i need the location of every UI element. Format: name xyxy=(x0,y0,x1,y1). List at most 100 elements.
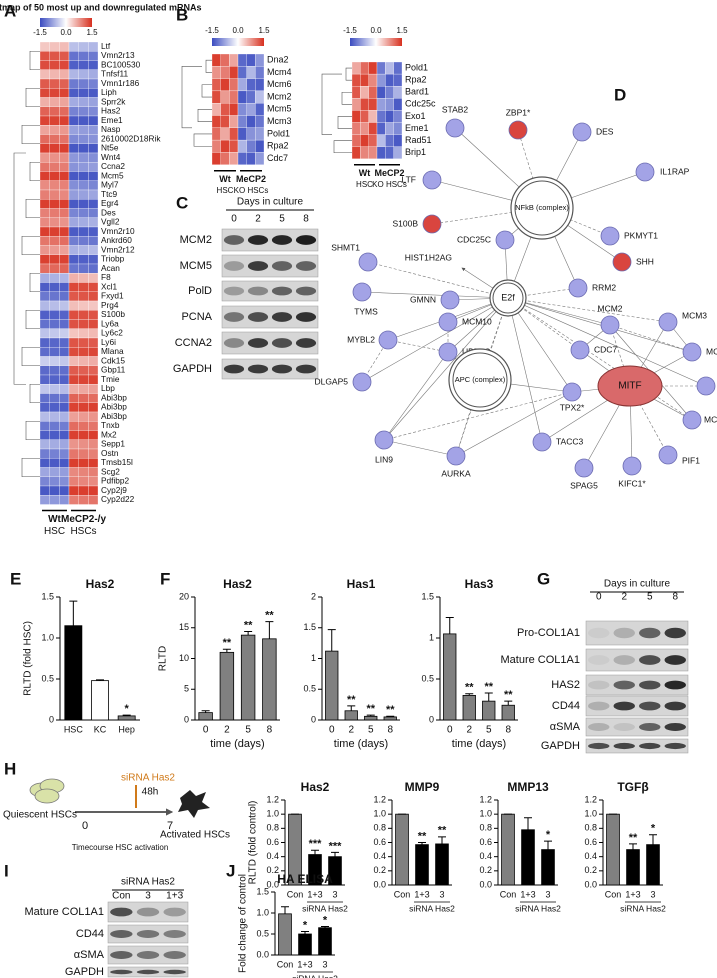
lane-label: 8 xyxy=(672,592,678,603)
heatmap-cell xyxy=(78,319,89,329)
heatmap-cell xyxy=(385,146,394,159)
heatmap-cell xyxy=(39,254,50,265)
heatmap-cell xyxy=(88,384,99,394)
blot-band xyxy=(223,286,245,296)
heatmap-cell xyxy=(88,282,99,292)
heatmap-cell xyxy=(39,347,50,357)
gene-node xyxy=(352,282,372,302)
blot-label: Mature COL1A1 xyxy=(25,906,104,918)
heatmap-cell xyxy=(49,448,60,459)
heatmap-cell xyxy=(68,411,79,422)
heatmap-cell xyxy=(49,485,60,496)
heatmap-cell xyxy=(211,66,221,79)
blot-band xyxy=(110,969,133,975)
heatmap-cell xyxy=(78,282,89,292)
heatmap-cell xyxy=(78,69,89,80)
heatmap-cell xyxy=(255,115,265,128)
heatmap-cell xyxy=(360,86,369,99)
gene-label: Ltf xyxy=(101,41,111,51)
panel-label: A xyxy=(4,1,16,20)
panel-label: E xyxy=(10,569,21,588)
heatmap-cell xyxy=(211,90,221,104)
chart-title: Has2 xyxy=(301,780,330,794)
significance-label: * xyxy=(651,823,656,835)
blot-band xyxy=(110,907,133,917)
heatmap-cell xyxy=(49,384,60,394)
error-bar xyxy=(649,834,657,845)
heatmap-cell xyxy=(88,217,99,228)
colorbar-label: -1.5 xyxy=(33,28,47,37)
heatmap-cell xyxy=(68,263,79,274)
heatmap-cell xyxy=(229,139,239,153)
cell-icon xyxy=(34,788,60,804)
error-bar xyxy=(327,629,336,652)
y-axis-label: RLTD (fold HSC) xyxy=(23,621,34,696)
heatmap-cell xyxy=(49,217,60,228)
gene-label: Myl7 xyxy=(101,180,119,190)
heatmap-cell xyxy=(39,180,50,191)
heatmap-cell xyxy=(49,60,60,70)
heatmap-cell xyxy=(78,384,89,394)
heatmap-cell xyxy=(360,61,369,75)
heatmap-cell xyxy=(88,106,99,117)
heatmap-cell xyxy=(68,337,79,348)
heatmap-cell xyxy=(68,180,79,191)
heatmap-cell xyxy=(59,171,70,181)
heatmap-cell xyxy=(237,103,247,116)
heatmap-cell xyxy=(78,88,89,98)
blot-band xyxy=(136,951,160,959)
group-label: HSC xyxy=(217,186,234,195)
error-bar xyxy=(544,840,552,850)
heatmap-cell xyxy=(393,134,403,147)
heatmap-cell xyxy=(59,402,70,413)
heatmap-cell xyxy=(220,127,230,141)
gene-node xyxy=(612,252,632,272)
blot-strip xyxy=(585,648,689,672)
heatmap-cell xyxy=(255,103,265,116)
blot-band xyxy=(639,723,661,731)
heatmap-cell xyxy=(229,78,239,92)
heatmap-cell xyxy=(68,439,79,450)
blot-band xyxy=(664,655,686,665)
heatmap-cell xyxy=(78,97,89,107)
significance-label: * xyxy=(125,703,130,715)
heatmap-cell xyxy=(49,328,60,339)
heatmap-cell xyxy=(229,127,239,141)
gene-node xyxy=(572,122,592,142)
heatmap-cell xyxy=(376,98,386,111)
heatmap-cell xyxy=(78,374,89,385)
heatmap-cell xyxy=(88,356,99,366)
gene-label: Cyp2j9 xyxy=(101,485,127,495)
heatmap-cell xyxy=(59,88,70,98)
heatmap-cell xyxy=(220,152,230,165)
heatmap-cell xyxy=(39,125,50,135)
heatmap-cell xyxy=(49,467,60,477)
heatmap-cell xyxy=(368,61,378,75)
y-tick-label: 0.6 xyxy=(373,837,386,847)
blot-title: siRNA Has2 xyxy=(121,877,175,888)
network-edge xyxy=(609,324,693,353)
x-tick-label: Con xyxy=(287,889,304,899)
heatmap-cell xyxy=(88,254,99,265)
heatmap-cell xyxy=(78,300,89,311)
gene-label: Lbp xyxy=(101,383,115,393)
heatmap-cell xyxy=(68,430,79,440)
heatmap-cell xyxy=(68,189,79,200)
x-tick-label: 0 xyxy=(203,725,209,736)
heatmap-cell xyxy=(39,208,50,218)
dendrogram xyxy=(21,346,40,367)
gene-node xyxy=(440,290,460,310)
bar xyxy=(435,843,449,886)
blot-band xyxy=(247,261,269,271)
heatmap-cell xyxy=(78,291,89,302)
heatmap-cell xyxy=(68,347,79,357)
gene-node xyxy=(570,340,590,360)
heatmap-cell xyxy=(220,90,230,104)
bar xyxy=(501,704,515,721)
heatmap-cell xyxy=(360,134,369,147)
x-tick-label: 2 xyxy=(224,725,230,736)
y-tick-label: 10 xyxy=(179,653,189,663)
network-edge xyxy=(507,297,693,421)
dendrogram xyxy=(25,309,40,330)
heatmap-cell xyxy=(360,122,369,135)
